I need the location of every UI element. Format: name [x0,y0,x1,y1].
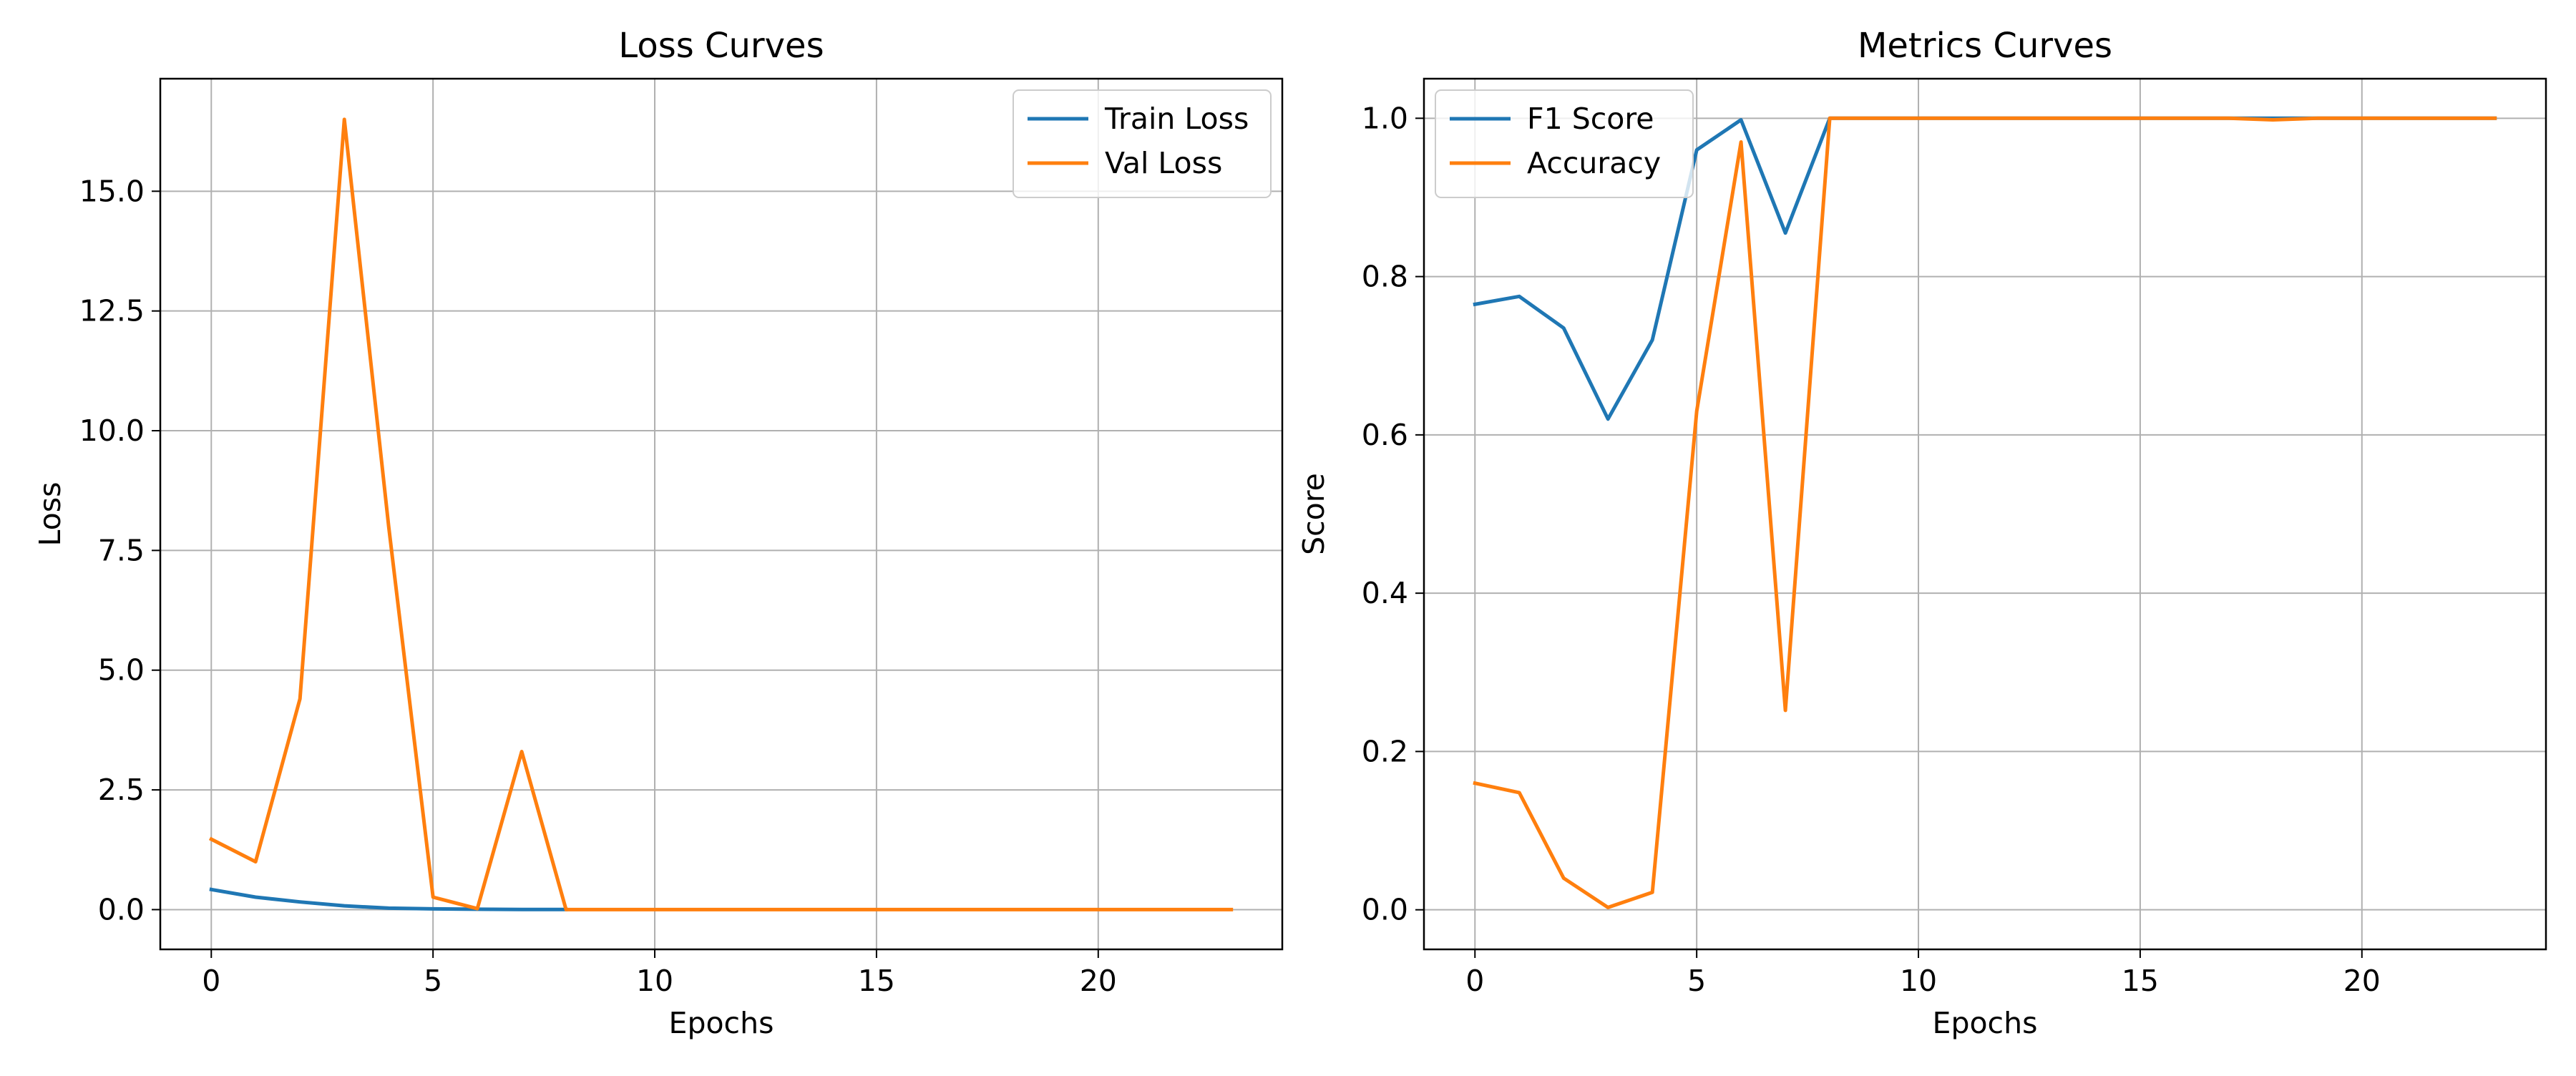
x-tick-label: 10 [636,964,673,998]
y-tick-label: 0.0 [1362,893,1408,927]
y-tick-label: 7.5 [98,533,145,567]
y-tick-label: 5.0 [98,653,145,688]
x-axis-label: Epochs [1933,1006,2038,1040]
x-tick-label: 20 [1080,964,1117,998]
x-tick-label: 20 [2343,964,2381,998]
axes-frame [159,77,1284,951]
legend-label-1: F1 Score [1527,102,1654,136]
y-tick-label: 12.5 [79,294,145,328]
legend-label-2: Accuracy [1527,146,1661,180]
legend: Train Loss Val Loss [1013,89,1272,198]
y-tick-label: 0.4 [1362,576,1408,610]
y-tick-label: 0.8 [1362,260,1408,294]
x-tick-label: 0 [202,964,220,998]
x-axis-label: Epochs [669,1006,774,1040]
y-tick-label: 15.0 [79,174,145,208]
axes-frame [1423,77,2547,951]
y-axis-label: Loss [33,482,67,547]
legend-label-2: Val Loss [1105,146,1222,180]
y-tick-label: 0.2 [1362,734,1408,768]
y-tick-label: 1.0 [1362,101,1408,135]
loss-chart: 0 5 10 15 20 0.0 2.5 5.0 7.5 10.0 12.5 15.0 Loss Cur… [33,26,1284,1040]
chart-title: Metrics Curves [1858,26,2112,66]
y-tick-label: 10.0 [79,414,145,448]
legend-label-1: Train Loss [1104,102,1249,136]
series-line-2 [1473,116,2497,909]
series-line-1 [209,887,568,911]
y-tick-label: 2.5 [98,773,145,807]
x-tick-label: 0 [1465,964,1484,998]
x-tick-label: 10 [1900,964,1937,998]
metrics-chart: 0 5 10 15 20 0.0 0.2 0.4 0.6 0.8 1.0 Metrics Curves… [1297,26,2547,1040]
y-tick-label: 0.6 [1362,418,1408,452]
chart-title: Loss Curves [618,26,824,66]
series-line-2 [208,117,1234,911]
x-tick-label: 5 [1687,964,1706,998]
y-tick-label: 0.0 [98,892,145,926]
x-tick-label: 15 [2122,964,2159,998]
x-tick-label: 5 [424,964,442,998]
x-tick-label: 15 [858,964,895,998]
legend: F1 Score Accuracy [1435,89,1694,198]
y-axis-label: Score [1297,473,1331,555]
